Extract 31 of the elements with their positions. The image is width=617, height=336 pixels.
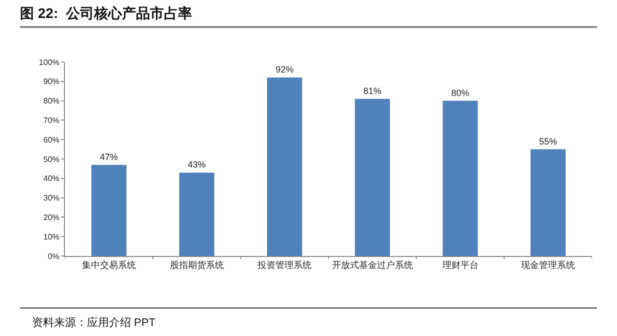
y-tick-label: 0% <box>48 252 60 261</box>
x-tick-label: 投资管理系统 <box>256 260 312 270</box>
bar <box>354 98 390 256</box>
bar <box>91 164 126 256</box>
bar <box>267 78 302 256</box>
y-tick-label: 10% <box>43 232 60 242</box>
y-tick-label: 30% <box>43 194 60 203</box>
text: 资料来源：应用介绍 PPT <box>32 316 156 329</box>
y-tick-label: 80% <box>43 96 60 106</box>
data-label: 80% <box>451 88 470 98</box>
y-tick-label: 50% <box>43 154 60 164</box>
bar <box>530 149 566 256</box>
x-tick-label: 理财平台 <box>442 260 478 270</box>
x-tick-label: 现金管理系统 <box>521 260 576 270</box>
data-label: 55% <box>539 136 558 146</box>
data-label: 47% <box>100 152 118 162</box>
y-tick-label: 20% <box>43 213 60 222</box>
data-label: 81% <box>363 86 382 96</box>
bar <box>442 100 478 256</box>
x-tick-label: 股指期货系统 <box>170 260 224 270</box>
y-tick-label: 90% <box>43 77 60 86</box>
y-tick-label: 70% <box>43 116 60 125</box>
data-label: 43% <box>188 160 206 170</box>
bar <box>179 172 214 256</box>
x-tick-label: 集中交易系统 <box>82 260 136 270</box>
x-tick-label: 开放式基金过户系统 <box>332 260 413 270</box>
data-label: 92% <box>276 64 294 75</box>
y-tick-label: 60% <box>43 135 60 144</box>
chart-title: 图 22: 公司核心产品市占率 <box>20 4 192 21</box>
y-tick-label: 100% <box>38 58 60 67</box>
y-tick-label: 40% <box>43 174 60 184</box>
